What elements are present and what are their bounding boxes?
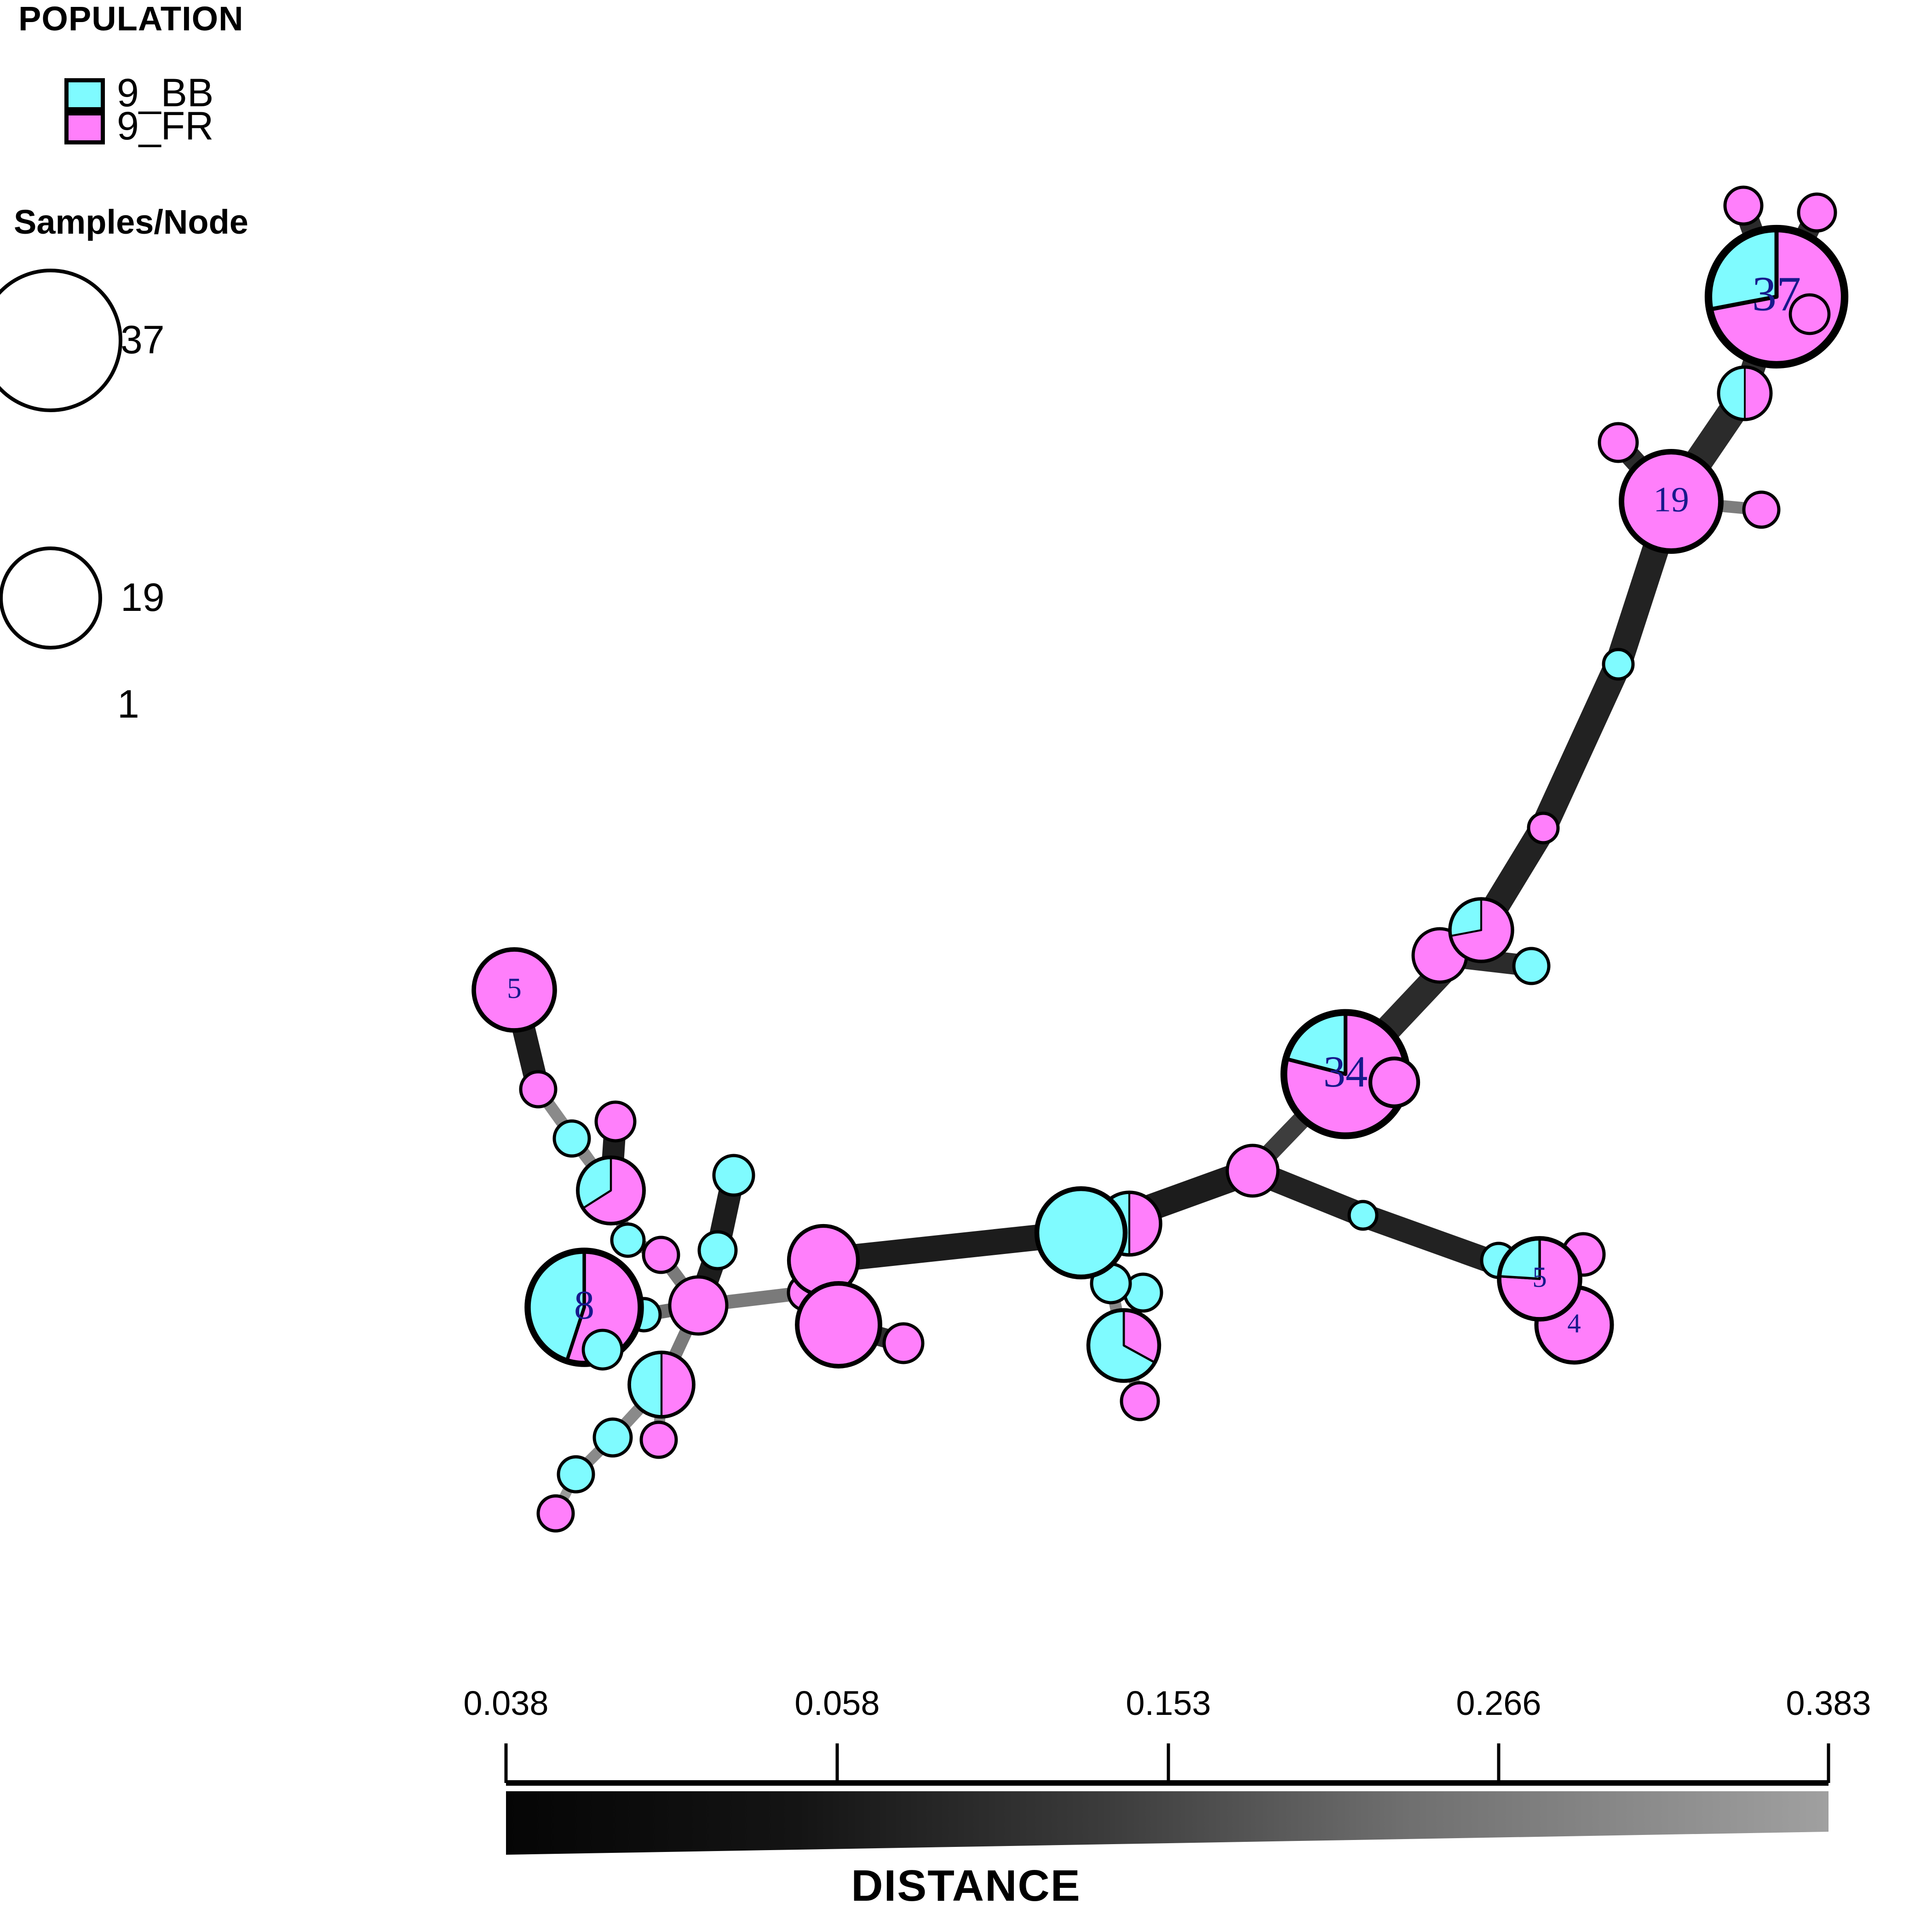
network-node[interactable] [536, 1494, 575, 1533]
distance-tick-0: 0.038 [463, 1684, 549, 1722]
network-node[interactable] [1448, 897, 1514, 963]
network-node[interactable] [1527, 811, 1560, 845]
distance-scale-bar [504, 1743, 1830, 1855]
samples-per-node-title: Samples/Node [14, 203, 248, 241]
network-node[interactable] [668, 1275, 729, 1336]
network-node[interactable] [1797, 192, 1837, 233]
network-node[interactable] [552, 1119, 591, 1158]
network-node[interactable] [1723, 185, 1764, 226]
network-node[interactable]: 19 [1619, 449, 1724, 554]
size-legend-label-1: 1 [117, 682, 139, 726]
network-node[interactable] [882, 1322, 925, 1364]
network-node[interactable] [610, 1222, 646, 1258]
network-node[interactable] [519, 1070, 558, 1109]
node-count-label: 19 [1653, 480, 1689, 519]
node-count-label: 34 [1323, 1047, 1368, 1096]
network-node[interactable] [1086, 1308, 1162, 1383]
network-node[interactable] [1602, 648, 1635, 681]
node-count-label: 8 [574, 1283, 594, 1328]
legend-item-9fr: 9_FR [64, 104, 214, 148]
network-node[interactable] [712, 1154, 755, 1197]
network-edge [1530, 651, 1632, 841]
network-node[interactable] [592, 1417, 633, 1458]
legend-item-9bb: 9_BB [64, 71, 214, 115]
size-legend-circles [0, 269, 122, 650]
network-node[interactable]: 34 [1280, 1009, 1420, 1139]
distance-gradient-wedge [506, 1791, 1828, 1855]
legend-label-9fr: 9_FR [117, 104, 214, 148]
network-node[interactable] [642, 1236, 680, 1274]
population-legend-title: POPULATION [18, 0, 244, 38]
magenta-swatch-icon [64, 111, 105, 144]
network-node[interactable] [1512, 947, 1551, 985]
node-count-label: 37 [1752, 267, 1801, 322]
distance-tick-1: 0.058 [794, 1684, 880, 1722]
network-node[interactable]: 37 [1704, 224, 1849, 369]
network-node[interactable] [795, 1281, 882, 1368]
network-node[interactable] [576, 1156, 646, 1225]
distance-tick-3: 0.266 [1456, 1684, 1541, 1722]
cyan-swatch-icon [64, 78, 105, 111]
axis-ticks [504, 1743, 1830, 1786]
network-node[interactable] [627, 1351, 696, 1419]
network-node[interactable]: 5 [472, 947, 557, 1033]
network-node[interactable] [1034, 1186, 1128, 1280]
network-node[interactable] [557, 1455, 595, 1494]
size-circle-19 [0, 546, 102, 650]
network-node[interactable] [1225, 1144, 1280, 1198]
size-legend-label-19: 19 [121, 575, 165, 620]
legend-label-9bb: 9_BB [117, 71, 214, 115]
size-circle-37 [0, 269, 122, 412]
node-count-label: 5 [1532, 1261, 1547, 1294]
node-count-label: 5 [507, 972, 522, 1005]
network-node[interactable] [1598, 422, 1639, 463]
network-node[interactable] [1120, 1381, 1160, 1421]
network-node[interactable] [697, 1230, 738, 1271]
distance-axis-title: DISTANCE [851, 1861, 1081, 1910]
distance-tick-2: 0.153 [1126, 1684, 1211, 1722]
network-node[interactable] [1717, 365, 1773, 421]
network-node[interactable] [639, 1420, 678, 1459]
network-node[interactable] [1347, 1200, 1379, 1231]
network-node[interactable] [1742, 490, 1781, 529]
network-node[interactable]: 5 [1497, 1236, 1582, 1322]
population-legend-items: 9_BB 9_FR [64, 71, 214, 148]
size-legend-label-37: 37 [121, 318, 165, 362]
network-node[interactable]: 8 [524, 1248, 644, 1371]
node-count-label: 4 [1567, 1308, 1581, 1338]
network-node[interactable] [594, 1100, 637, 1143]
distance-tick-4: 0.383 [1786, 1684, 1871, 1722]
